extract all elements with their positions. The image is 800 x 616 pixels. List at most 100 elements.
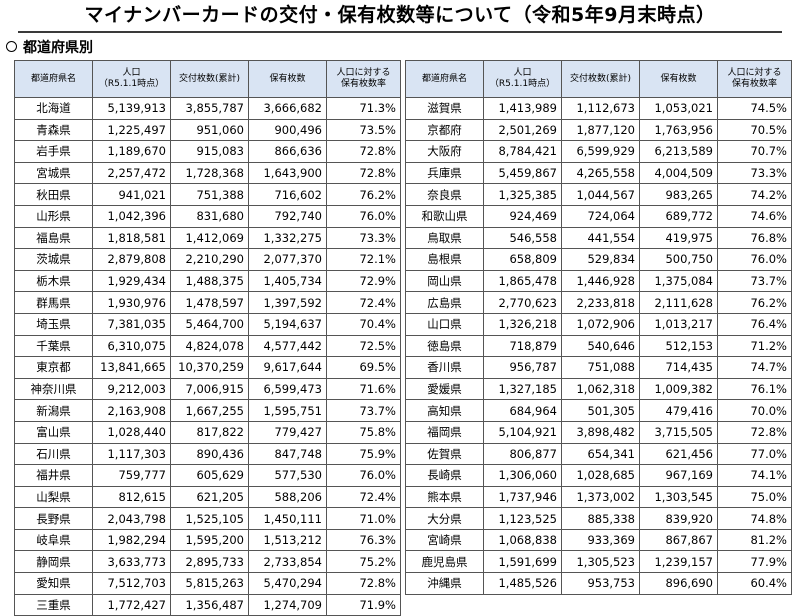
population-cell: 13,841,665: [92, 356, 171, 379]
header-rate-line1: 人口に対する: [727, 68, 782, 78]
prefecture-table-right: 都道府県名 人口 （R5.1.1時点） 交付枚数(累計) 保有枚数 人口に対する保…: [405, 60, 792, 595]
held-cell: 866,636: [248, 140, 327, 163]
population-cell: 5,104,921: [483, 420, 562, 444]
population-cell: 8,784,421: [483, 140, 562, 163]
prefecture-name: 山形県: [14, 204, 93, 228]
population-cell: 1,028,440: [92, 420, 171, 444]
prefecture-name: 愛知県: [14, 572, 93, 595]
prefecture-name: 奈良県: [405, 183, 484, 206]
issued-cell: 831,680: [170, 204, 249, 228]
rate-cell: 70.7%: [717, 140, 792, 163]
prefecture-name: 埼玉県: [14, 312, 93, 336]
population-cell: 3,633,773: [92, 550, 171, 574]
population-cell: 7,512,703: [92, 572, 171, 595]
table-row: 東京都 13,841,665 10,370,259 9,617,644 69.5%: [14, 356, 401, 379]
issued-cell: 5,815,263: [170, 572, 249, 595]
held-cell: 1,332,275: [248, 226, 327, 250]
rate-cell: 60.4%: [717, 572, 792, 595]
table-row: 愛知県 7,512,703 5,815,263 5,470,294 72.8%: [14, 572, 401, 595]
table-row: 高知県 684,964 501,305 479,416 70.0%: [405, 399, 792, 422]
issued-cell: 1,044,567: [561, 183, 640, 206]
rate-cell: 71.3%: [326, 97, 401, 120]
held-cell: 1,397,592: [248, 291, 327, 314]
population-cell: 1,042,396: [92, 204, 171, 228]
prefecture-name: 熊本県: [405, 485, 484, 509]
rate-cell: 72.1%: [326, 248, 401, 271]
page-title: マイナンバーカードの交付・保有枚数等について（令和5年9月末時点）: [84, 4, 716, 26]
issued-cell: 1,525,105: [170, 507, 249, 530]
prefecture-name: 香川県: [405, 356, 484, 379]
held-cell: 1,375,084: [639, 269, 718, 293]
table-row: 三重県 1,772,427 1,356,487 1,274,709 71.9%: [14, 593, 401, 616]
prefecture-name: 大分県: [405, 507, 484, 530]
rate-cell: 75.9%: [326, 442, 401, 466]
held-cell: 792,740: [248, 204, 327, 228]
held-cell: 6,213,589: [639, 140, 718, 163]
issued-cell: 953,753: [561, 572, 640, 595]
population-cell: 1,772,427: [92, 593, 171, 616]
rate-cell: 76.0%: [717, 248, 792, 271]
header-population: 人口 （R5.1.1時点）: [483, 60, 562, 98]
prefecture-name: 大阪府: [405, 140, 484, 163]
held-cell: 4,004,509: [639, 161, 718, 185]
issued-cell: 1,877,120: [561, 118, 640, 142]
table-row: 福岡県 5,104,921 3,898,482 3,715,505 72.8%: [405, 420, 792, 444]
issued-cell: 751,088: [561, 356, 640, 379]
held-cell: 716,602: [248, 183, 327, 206]
population-cell: 1,930,976: [92, 291, 171, 314]
table-row: 茨城県 2,879,808 2,210,290 2,077,370 72.1%: [14, 248, 401, 271]
held-cell: 1,013,217: [639, 312, 718, 336]
rate-cell: 70.0%: [717, 399, 792, 422]
prefecture-name: 群馬県: [14, 291, 93, 314]
rate-cell: 71.6%: [326, 377, 401, 401]
held-cell: 983,265: [639, 183, 718, 206]
population-cell: 759,777: [92, 464, 171, 487]
rate-cell: 72.8%: [326, 161, 401, 185]
table-row: 岐阜県 1,982,294 1,595,200 1,513,212 76.3%: [14, 528, 401, 552]
prefecture-name: 東京都: [14, 356, 93, 379]
rate-cell: 70.5%: [717, 118, 792, 142]
prefecture-name: 和歌山県: [405, 204, 484, 228]
rate-cell: 76.2%: [326, 183, 401, 206]
table-row: 和歌山県 924,469 724,064 689,772 74.6%: [405, 204, 792, 228]
issued-cell: 1,072,906: [561, 312, 640, 336]
rate-cell: 74.7%: [717, 356, 792, 379]
population-cell: 1,068,838: [483, 528, 562, 552]
prefecture-name: 岐阜県: [14, 528, 93, 552]
prefecture-name: 三重県: [14, 593, 93, 616]
held-cell: 714,435: [639, 356, 718, 379]
table-header-row: 都道府県名 人口 （R5.1.1時点） 交付枚数(累計) 保有枚数 人口に対する保…: [14, 60, 401, 98]
prefecture-name: 宮城県: [14, 161, 93, 185]
rate-cell: 75.0%: [717, 485, 792, 509]
held-cell: 512,153: [639, 334, 718, 358]
prefecture-name: 石川県: [14, 442, 93, 466]
table-row: 岩手県 1,189,670 915,083 866,636 72.8%: [14, 140, 401, 163]
held-cell: 1,303,545: [639, 485, 718, 509]
rate-cell: 72.5%: [326, 334, 401, 358]
population-cell: 1,982,294: [92, 528, 171, 552]
held-cell: 2,077,370: [248, 248, 327, 271]
table-body-right: 滋賀県 1,413,989 1,112,673 1,053,021 74.5% 京都府 2,…: [405, 97, 792, 595]
rate-cell: 76.1%: [717, 377, 792, 401]
rate-cell: 76.3%: [326, 528, 401, 552]
population-cell: 2,770,623: [483, 291, 562, 314]
held-cell: 6,599,473: [248, 377, 327, 401]
issued-cell: 1,595,200: [170, 528, 249, 552]
rate-cell: 77.9%: [717, 550, 792, 574]
header-population-line1: 人口: [513, 68, 532, 78]
prefecture-name: 茨城県: [14, 248, 93, 271]
table-row: 山形県 1,042,396 831,680 792,740 76.0%: [14, 204, 401, 228]
rate-cell: 71.9%: [326, 593, 401, 616]
held-cell: 588,206: [248, 485, 327, 509]
rate-cell: 74.1%: [717, 464, 792, 487]
population-cell: 1,413,989: [483, 97, 562, 120]
held-cell: 5,194,637: [248, 312, 327, 336]
held-cell: 577,530: [248, 464, 327, 487]
prefecture-table-left: 都道府県名 人口 （R5.1.1時点） 交付枚数(累計) 保有枚数 人口に対する保…: [14, 60, 401, 616]
issued-cell: 951,060: [170, 118, 249, 142]
rate-cell: 76.0%: [326, 204, 401, 228]
table-row: 愛媛県 1,327,185 1,062,318 1,009,382 76.1%: [405, 377, 792, 401]
issued-cell: 4,265,558: [561, 161, 640, 185]
population-cell: 546,558: [483, 226, 562, 250]
population-cell: 1,306,060: [483, 464, 562, 487]
